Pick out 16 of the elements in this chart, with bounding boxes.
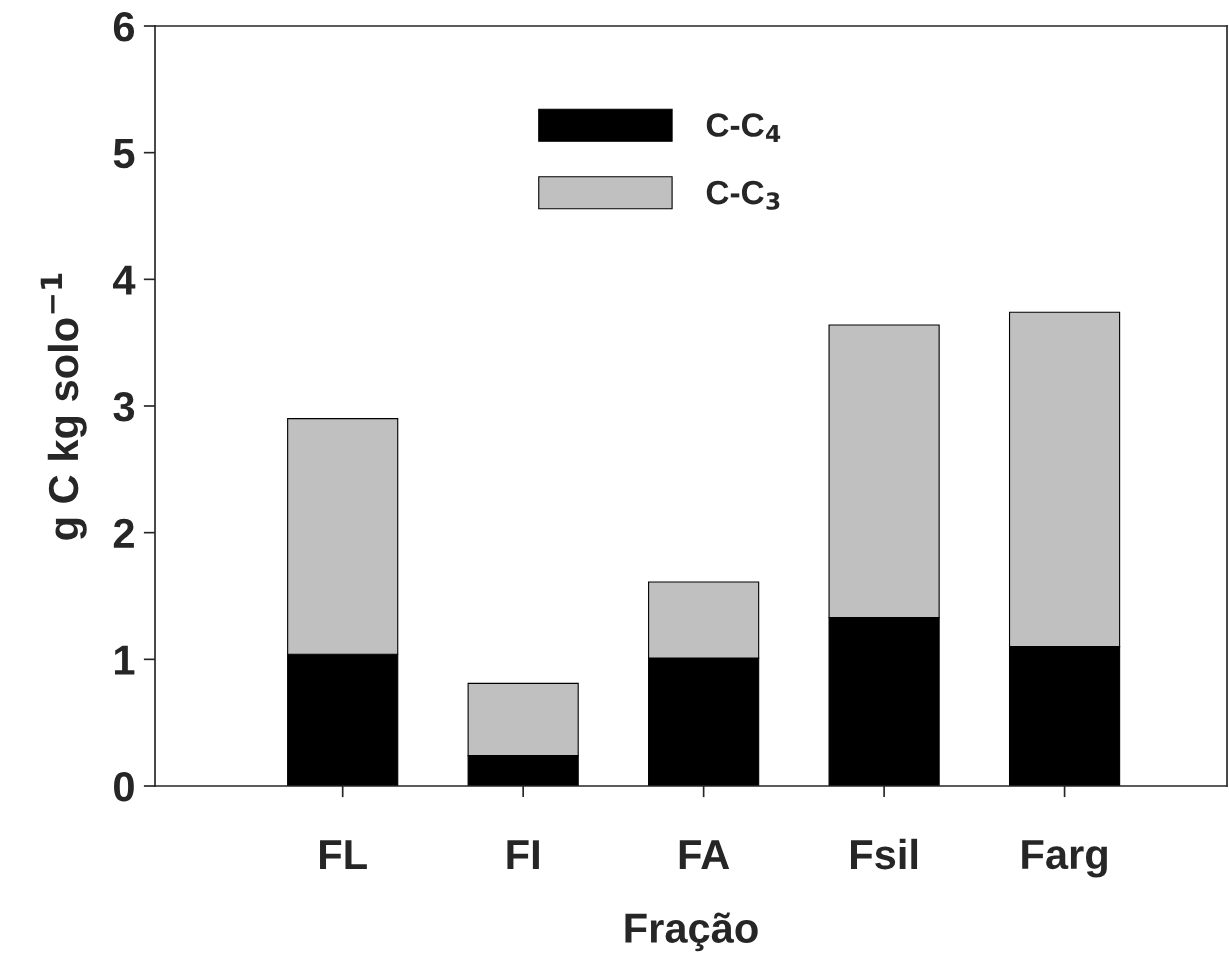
x-tick-label: Farg <box>1022 840 1107 878</box>
x-tick-label: Fsil <box>851 838 918 870</box>
legend-label: C-C$_{4}$ <box>706 113 781 142</box>
x-tick-label: FI <box>507 840 539 869</box>
x-tick-label: FL <box>320 840 367 869</box>
y-tick-label: 3 <box>113 392 135 422</box>
y-tick-label: 5 <box>113 139 135 169</box>
y-tick-label: 2 <box>113 518 134 548</box>
x-tick-label: FA <box>679 840 730 869</box>
y-tick-label: 6 <box>113 12 135 42</box>
y-axis-title: g C kg solo$^{−1}$ <box>40 273 87 540</box>
x-axis-title: Fração <box>625 912 758 952</box>
y-tick-label: 4 <box>113 265 136 295</box>
y-tick-label: 1 <box>115 645 135 675</box>
y-tick-label: 0 <box>114 772 134 802</box>
legend-label: C-C$_{3}$ <box>706 180 780 210</box>
